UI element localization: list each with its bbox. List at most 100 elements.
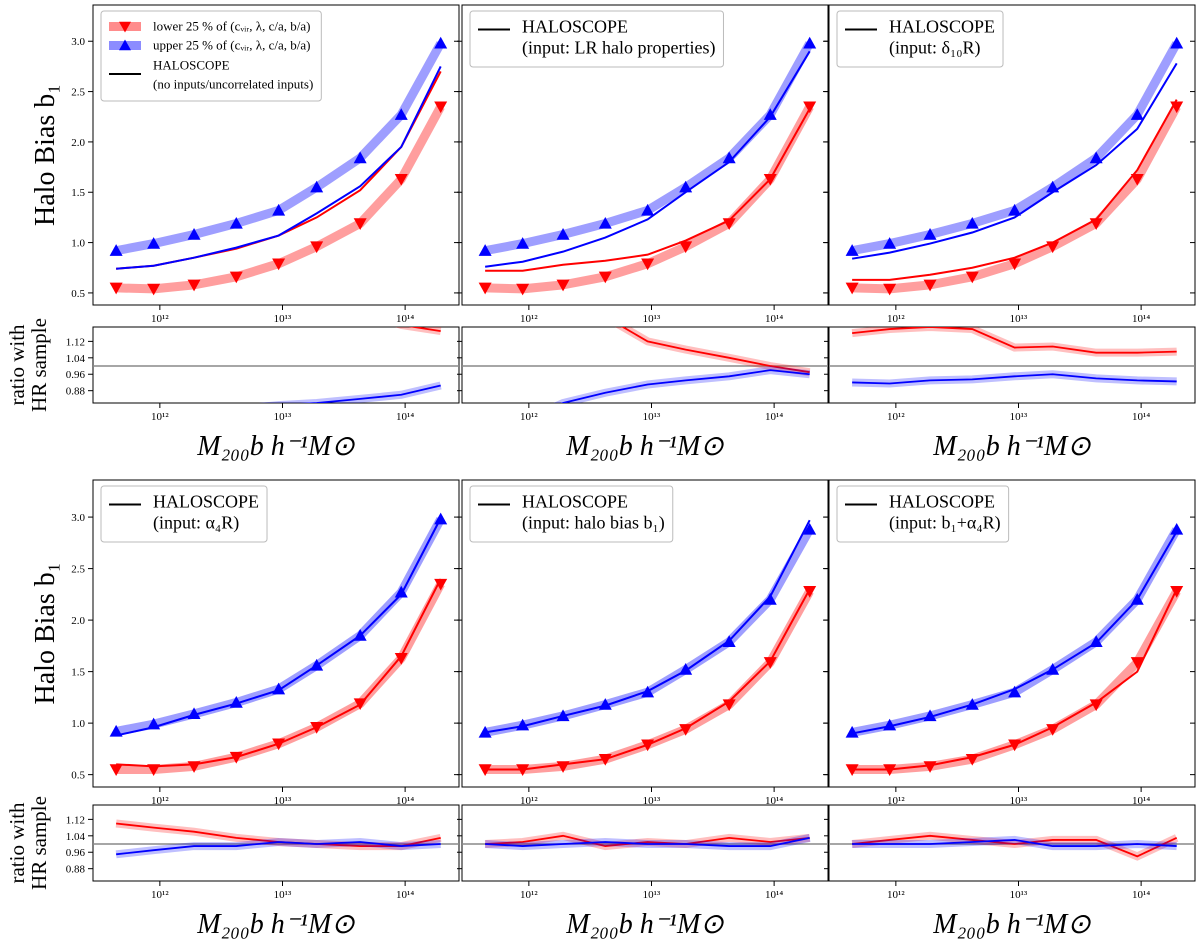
marker: [187, 707, 201, 720]
y-axis-label: ratio with: [5, 324, 29, 406]
marker: [109, 244, 123, 256]
legend-label: (input: α₄R): [153, 513, 239, 534]
marker: [353, 698, 367, 711]
y-tick-label: 0.88: [66, 864, 86, 876]
x-axis-label: M₂₀₀b h⁻¹M⊙: [565, 909, 724, 940]
x-tick-label: 10¹²: [887, 795, 905, 807]
marker: [229, 271, 243, 284]
x-tick-label: 10¹³: [643, 795, 661, 807]
x-tick-label: 10¹³: [1010, 889, 1028, 901]
y-tick-label: 1.12: [66, 336, 85, 348]
axes-frame: [92, 804, 460, 882]
axes-frame: [461, 326, 829, 404]
sample-band: [484, 527, 814, 737]
x-tick-label: 10¹³: [274, 313, 292, 325]
legend-box: [836, 10, 1004, 68]
marker: [1170, 522, 1184, 535]
marker: [434, 578, 448, 591]
marker: [310, 658, 324, 671]
sample-band: [851, 527, 1181, 737]
ratio-line: [560, 369, 810, 403]
marker: [1008, 203, 1022, 216]
axes-frame: [828, 326, 1196, 404]
marker: [923, 709, 937, 722]
marker: [598, 216, 612, 229]
sample-band: [851, 41, 1181, 256]
legend: HALOSCOPE(input: halo bias b₁): [469, 485, 674, 543]
marker: [1130, 657, 1144, 669]
marker: [310, 180, 324, 193]
marker: [1008, 739, 1022, 752]
marker: [679, 724, 693, 736]
marker: [1089, 151, 1103, 164]
marker: [722, 218, 736, 230]
marker: [923, 761, 937, 773]
marker: [923, 228, 937, 240]
y-axis-label: Halo Bias b₁: [30, 563, 61, 705]
legend-label: HALOSCOPE: [153, 492, 259, 512]
x-tick-label: 10¹⁴: [765, 313, 783, 325]
marker: [516, 237, 530, 249]
marker: [965, 698, 979, 710]
x-tick-label: 10¹²: [887, 313, 905, 325]
x-tick-label: 10¹⁴: [1132, 889, 1150, 901]
haloscope-line: [852, 99, 1178, 281]
plot-area: [845, 36, 1184, 296]
marker: [1046, 724, 1060, 736]
marker: [516, 764, 530, 776]
marker: [109, 282, 123, 295]
ratio-area: [258, 327, 442, 403]
marker: [187, 761, 201, 773]
plot-area: [845, 522, 1184, 776]
marker: [598, 271, 612, 284]
marker: [1170, 586, 1184, 598]
marker: [434, 36, 448, 49]
x-tick-label: 10¹⁴: [765, 795, 783, 807]
haloscope-line: [115, 517, 442, 737]
x-tick-label: 10¹²: [520, 411, 538, 423]
y-tick-label: 1.5: [71, 187, 85, 199]
marker: [845, 282, 859, 295]
legend: HALOSCOPE(input: α₄R): [100, 485, 268, 543]
marker: [598, 753, 612, 766]
marker: [722, 699, 736, 712]
marker: [434, 512, 448, 525]
x-axis-label: M₂₀₀b h⁻¹M⊙: [932, 431, 1091, 462]
marker: [187, 279, 201, 292]
legend-label: HALOSCOPE: [153, 58, 230, 73]
marker: [1130, 593, 1144, 605]
y-tick-label: 2.0: [71, 137, 85, 149]
marker: [883, 718, 897, 731]
marker: [803, 101, 817, 114]
marker: [147, 237, 161, 249]
plot-area: [109, 36, 448, 296]
marker: [1046, 663, 1060, 675]
marker: [516, 718, 530, 731]
marker: [272, 738, 286, 751]
legend-label: (no inputs/uncorrelated inputs): [153, 77, 313, 92]
marker: [722, 635, 736, 647]
axes-frame: [92, 4, 460, 306]
x-tick-label: 10¹⁴: [1132, 411, 1150, 423]
marker: [272, 682, 286, 695]
x-axis-label: M₂₀₀b h⁻¹M⊙: [196, 431, 355, 462]
legend-box: [100, 10, 322, 102]
x-axis-label: M₂₀₀b h⁻¹M⊙: [196, 909, 355, 940]
marker: [883, 237, 897, 249]
marker: [598, 698, 612, 710]
ratio-band: [258, 381, 442, 403]
legend-label: HALOSCOPE: [889, 17, 995, 37]
legend-box: [469, 485, 674, 543]
y-tick-label: 0.5: [71, 770, 85, 782]
marker: [641, 258, 655, 271]
marker: [1046, 241, 1060, 254]
y-tick-label: 3.0: [71, 512, 85, 524]
ratio-line: [485, 836, 810, 847]
ratio-line: [116, 841, 441, 856]
marker: [1170, 101, 1184, 114]
marker: [722, 151, 736, 164]
x-tick-label: 10¹²: [151, 889, 169, 901]
marker: [478, 282, 492, 295]
legend-label: (input: b₁+α₄R): [889, 513, 1001, 534]
x-tick-label: 10¹²: [151, 313, 169, 325]
